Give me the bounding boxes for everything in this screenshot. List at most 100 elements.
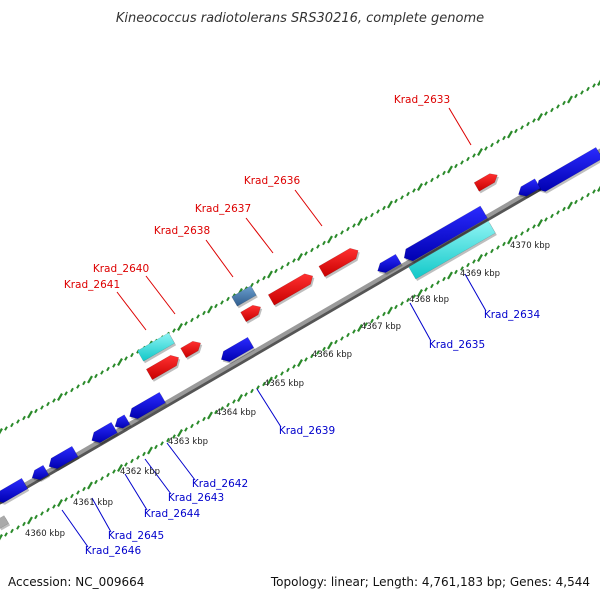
reverse-tick [87,481,93,490]
gene-krad-2634-highlight[interactable] [408,220,496,280]
gene-partial-grey[interactable] [0,515,9,529]
reverse-tick [502,241,506,247]
reverse-tick [586,192,590,198]
forward-tick [207,305,213,314]
gene-krad-2642[interactable] [129,391,166,419]
gene-krad-2639[interactable] [220,336,255,362]
reverse-tick [166,437,170,443]
gene-label-krad-2645[interactable]: Krad_2645 [108,530,164,542]
forward-tick [76,384,80,389]
forward-tick [262,275,266,281]
reverse-tick [406,297,410,303]
gene-krad-2640[interactable] [180,340,201,359]
gene-label-krad-2637[interactable]: Krad_2637 [195,203,251,215]
gene-krad-2637[interactable] [267,273,314,306]
reverse-tick [52,504,56,509]
reverse-tick [376,315,380,320]
gene-krad-2644[interactable] [91,421,118,443]
forward-tick [412,188,416,193]
reverse-tick [130,458,134,464]
gene-krad-2641-highlight[interactable] [137,332,175,362]
forward-tick [87,375,93,384]
gene-reverse-1[interactable] [536,147,600,192]
gene-label-krad-2640[interactable]: Krad_2640 [93,263,149,275]
forward-tick [466,156,470,162]
forward-tick [340,230,344,235]
gene-label-krad-2644[interactable]: Krad_2644 [144,508,201,520]
reverse-tick [394,304,398,310]
reverse-tick [160,441,164,446]
forward-tick [274,268,278,274]
reverse-tick [387,306,393,315]
gene-label-krad-2643[interactable]: Krad_2643 [168,492,224,504]
kbp-label-4368: 4368 kbp [409,295,449,305]
reverse-tick [196,420,200,425]
reverse-tick [220,406,224,411]
gene-label-krad-2635[interactable]: Krad_2635 [429,339,485,351]
gene-krad-2636[interactable] [318,248,359,278]
gene-label-krad-2641[interactable]: Krad_2641 [64,279,120,291]
reverse-tick [544,217,548,222]
gene-krad-2645[interactable] [48,445,79,469]
connector-krad-2633 [448,107,472,146]
gene-reverse-edge[interactable] [0,477,29,503]
reverse-tick [82,486,86,492]
forward-tick [400,195,404,200]
connector-krad-2635 [409,302,432,342]
forward-tick [82,380,86,386]
reverse-tick [274,374,278,380]
forward-tick [310,247,314,253]
gene-label-krad-2638[interactable]: Krad_2638 [154,225,210,237]
gene-krad-2633[interactable] [473,173,498,192]
connector-krad-2640 [145,275,176,315]
reverse-tick [490,248,494,254]
forward-tick [454,163,458,169]
gene-label-krad-2633[interactable]: Krad_2633 [394,94,450,106]
gene-krad-2646[interactable] [31,464,50,481]
gene-krad-2634[interactable] [403,205,488,262]
gene-krad-2638-fwd[interactable] [240,304,261,323]
reverse-tick [556,210,560,215]
connector-krad-2638 [205,239,234,278]
reverse-tick [466,262,470,268]
reverse-tick [124,462,128,467]
gene-krad-2635[interactable] [377,253,402,274]
reverse-tick [292,364,296,369]
gene-krad-2641[interactable] [145,355,180,381]
forward-tick [124,356,128,361]
forward-tick [496,139,500,144]
gene-krad-2643[interactable] [114,414,131,429]
forward-tick [532,118,536,123]
reverse-tick [22,521,26,527]
forward-tick [22,415,26,421]
reverse-tick [537,218,543,228]
reverse-tick [40,511,44,516]
reverse-tick [316,350,320,355]
reverse-tick [106,472,110,478]
gene-label-krad-2634[interactable]: Krad_2634 [484,309,541,321]
forward-tick [94,373,98,379]
gene-label-krad-2639[interactable]: Krad_2639 [279,425,335,437]
reverse-tick [346,332,350,338]
reverse-tick [46,507,50,513]
gene-label-krad-2636[interactable]: Krad_2636 [244,175,301,187]
forward-tick [177,322,183,332]
gene-reverse-2[interactable] [518,178,541,197]
gene-label-krad-2642[interactable]: Krad_2642 [192,478,248,490]
reverse-tick [76,490,80,495]
reverse-tick [0,533,3,541]
gene-label-krad-2646[interactable]: Krad_2646 [85,545,142,557]
reverse-tick [382,311,386,317]
gene-krad-2638[interactable] [231,285,257,307]
forward-tick [292,258,296,263]
reverse-tick [4,532,8,537]
kbp-label-4361: 4361 kbp [73,498,113,508]
forward-tick [196,314,200,319]
reverse-tick [136,455,140,460]
reverse-tick [250,388,254,394]
kbp-label-4367: 4367 kbp [361,322,401,332]
reverse-tick [177,428,183,438]
forward-tick [214,303,218,309]
reverse-tick [424,287,428,292]
forward-tick [117,357,123,367]
